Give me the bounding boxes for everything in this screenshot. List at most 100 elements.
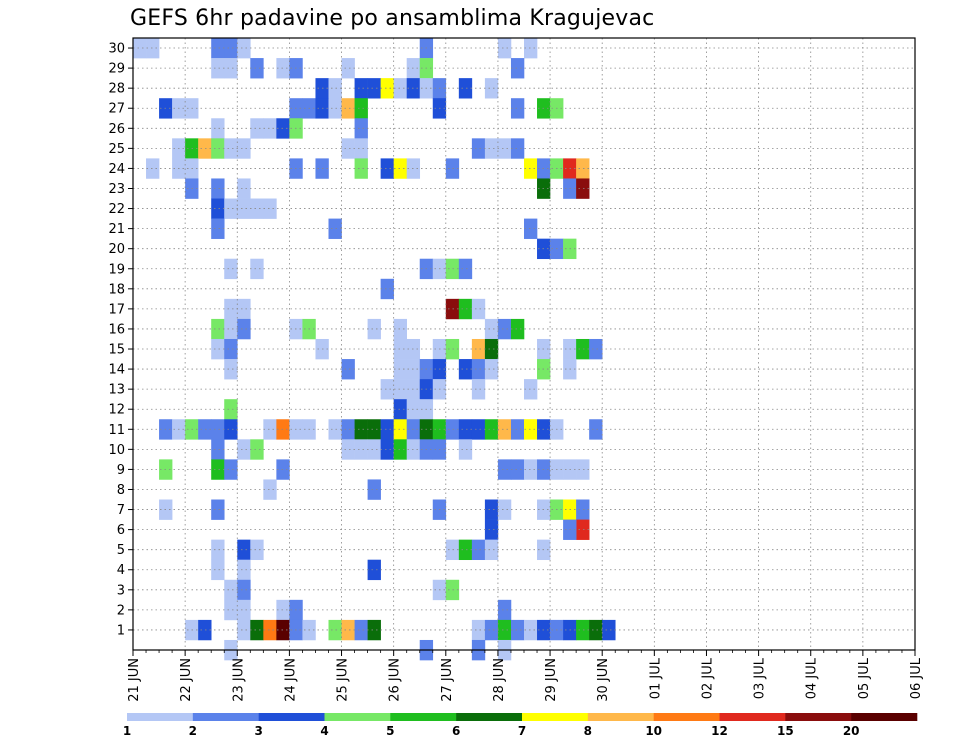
y-tick-label: 23 — [108, 182, 125, 197]
y-tick-label: 12 — [108, 403, 125, 418]
heatmap-cell — [341, 439, 355, 460]
heatmap-cell — [458, 258, 473, 280]
x-tick-label: 24 JUN — [283, 658, 298, 702]
legend-swatch — [653, 713, 720, 721]
heatmap-cell — [276, 419, 290, 440]
heatmap-cell — [471, 359, 486, 380]
heatmap-cell — [393, 359, 407, 380]
heatmap-cell — [576, 338, 590, 360]
heatmap-cell — [484, 318, 499, 340]
heatmap-cell — [471, 539, 486, 561]
heatmap-cell — [445, 158, 460, 179]
heatmap-cell — [341, 419, 355, 440]
heatmap-cell — [276, 58, 290, 79]
legend-swatch — [522, 713, 589, 721]
heatmap-cell — [497, 419, 512, 440]
color-legend: 1 2 3 4 5 6 7 8 10 12 15 20 — [123, 713, 918, 738]
heatmap-cell — [354, 138, 368, 159]
heatmap-cell — [484, 138, 499, 159]
heatmap-cell — [445, 298, 460, 320]
legend-label: 5 — [386, 724, 394, 738]
heatmap-cell — [497, 318, 512, 340]
heatmap-cell — [510, 419, 525, 440]
y-tick-label: 4 — [117, 563, 125, 578]
heatmap-cell — [328, 98, 342, 119]
heatmap-cell — [510, 98, 525, 119]
heatmap-cell — [576, 619, 590, 641]
legend-label: 3 — [254, 724, 262, 738]
legend-swatch — [785, 713, 852, 721]
heatmap-cell — [341, 98, 355, 119]
heatmap-cell — [276, 459, 290, 480]
legend-swatch — [587, 713, 654, 721]
heatmap-cell — [380, 78, 394, 99]
heatmap-cell — [484, 539, 499, 561]
heatmap-cell — [393, 318, 407, 340]
y-tick-label: 6 — [117, 523, 125, 538]
heatmap-cell — [211, 539, 225, 561]
heatmap-cell — [484, 419, 499, 440]
heatmap-cell — [471, 298, 486, 320]
grid-lines — [133, 38, 915, 650]
heatmap-cell — [224, 38, 238, 59]
x-tick-label: 29 JUN — [544, 658, 559, 702]
y-tick-label: 25 — [108, 142, 125, 157]
heatmap-cell — [211, 459, 225, 480]
heatmap-cell — [458, 359, 473, 380]
heatmap-cell — [393, 338, 407, 360]
heatmap-cell — [237, 318, 251, 340]
x-tick-label: 04 JUL — [805, 657, 820, 699]
heatmap-cell — [524, 218, 538, 239]
heatmap-cell — [198, 138, 212, 159]
heatmap-cell — [250, 198, 264, 219]
heatmap-cell — [393, 419, 407, 440]
heatmap-cell — [589, 619, 603, 641]
heatmap-cell — [445, 258, 460, 280]
legend-swatch — [192, 713, 259, 721]
heatmap-cell — [211, 218, 225, 239]
heatmap-cell — [524, 459, 538, 480]
heatmap-cell — [484, 519, 499, 540]
x-tick-label: 28 JUN — [492, 658, 507, 702]
heatmap-cell — [341, 359, 355, 380]
heatmap-cell — [276, 599, 290, 621]
y-tick-label: 11 — [108, 423, 125, 438]
heatmap-cell — [211, 419, 225, 440]
heatmap-cell — [380, 278, 394, 300]
heatmap-cell — [380, 158, 394, 179]
heatmap-cell — [510, 58, 525, 79]
x-axis-ticks: 21 JUN 22 JUN 23 JUN 24 JUN 25 JUN 26 JUN 27 J… — [127, 650, 924, 702]
heatmap-cell — [484, 619, 499, 641]
heatmap-cell — [250, 258, 264, 280]
heatmap-cell — [328, 619, 342, 641]
legend-swatch — [324, 713, 391, 721]
y-tick-label: 3 — [117, 583, 125, 598]
heatmap-cell — [224, 599, 238, 621]
heatmap-cell — [211, 198, 225, 219]
legend-label: 1 — [123, 724, 131, 738]
heatmap-cell — [211, 559, 225, 581]
heatmap-cell — [341, 619, 355, 641]
heatmap-cell — [380, 439, 394, 460]
x-tick-label: 22 JUN — [179, 658, 194, 702]
x-tick-label: 05 JUL — [857, 657, 872, 699]
heatmap-cell — [211, 58, 225, 79]
legend-label: 15 — [777, 724, 794, 738]
heatmap-cell — [237, 178, 251, 199]
heatmap-cell — [224, 419, 238, 440]
heatmap-cell — [263, 118, 277, 139]
heatmap-cell — [576, 178, 590, 199]
heatmap-cell — [471, 619, 486, 641]
heatmap-cell — [510, 138, 525, 159]
y-tick-label: 21 — [108, 222, 125, 237]
heatmap-cell — [211, 178, 225, 199]
y-tick-label: 20 — [108, 242, 125, 257]
heatmap-cell — [133, 38, 147, 59]
y-tick-label: 5 — [117, 543, 125, 558]
heatmap-cell — [524, 419, 538, 440]
heatmap-cell — [497, 499, 512, 520]
heatmap-cell — [367, 619, 381, 641]
heatmap-cell — [250, 619, 264, 641]
heatmap-cell — [224, 258, 238, 280]
heatmap-cell — [211, 318, 225, 340]
